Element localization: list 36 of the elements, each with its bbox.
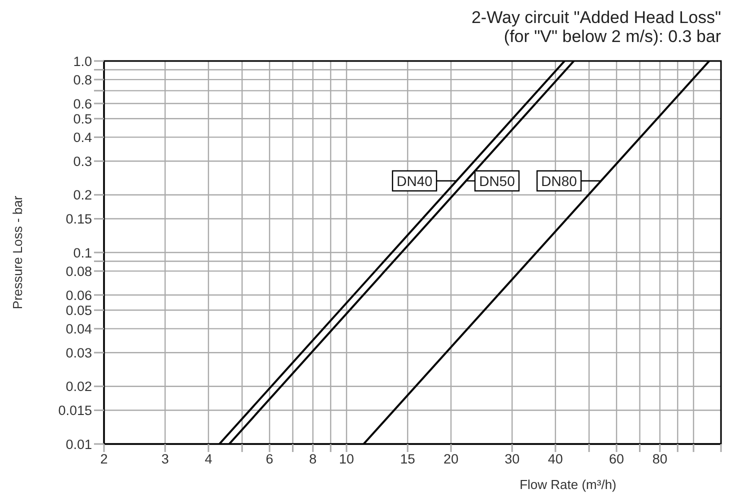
chart-title: 2-Way circuit "Added Head Loss" (471, 8, 721, 27)
x-tick-label: 60 (609, 452, 624, 467)
y-tick-label: 0.04 (66, 322, 92, 336)
x-tick-label: 15 (400, 452, 416, 467)
legend-label: DN40 (396, 172, 433, 189)
y-tick-label: 0.3 (73, 154, 92, 169)
y-tick-label: 0.06 (66, 288, 92, 303)
y-tick-label: 0.8 (73, 72, 92, 88)
x-tick-label: 6 (266, 452, 274, 467)
y-tick-label: 0.6 (73, 96, 92, 112)
y-tick-label: 1.0 (73, 54, 92, 69)
y-tick-label: 0.08 (66, 264, 92, 279)
y-tick-label: 0.2 (73, 188, 92, 203)
x-tick-label: 80 (652, 452, 668, 467)
x-tick-label: 8 (309, 452, 317, 467)
legend-label: DN80 (541, 172, 578, 189)
y-tick-label: 0.02 (66, 379, 92, 394)
chart-subtitle: (for "V" below 2 m/s): 0.3 bar (502, 27, 721, 46)
y-tick-label: 0.05 (66, 302, 92, 318)
x-tick-label: 4 (204, 452, 213, 467)
y-axis-title: Pressure Loss - bar (10, 195, 25, 310)
y-tick-label: 0.4 (73, 130, 92, 145)
x-tick-label: 30 (504, 452, 520, 467)
x-tick-label: 40 (548, 452, 563, 467)
y-tick-label: 0.1 (73, 245, 92, 260)
y-tick-label: 0.15 (66, 212, 92, 227)
x-tick-label: 3 (161, 452, 169, 467)
x-axis-title: Flow Rate (m³/h) (520, 477, 616, 492)
x-tick-label: 2 (100, 452, 108, 467)
y-tick-label: 0.01 (66, 436, 92, 452)
y-tick-label: 0.015 (58, 403, 92, 418)
legend-label: DN50 (479, 172, 516, 189)
y-tick-label: 0.5 (73, 111, 92, 126)
y-tick-label: 0.03 (66, 345, 92, 360)
x-tick-label: 10 (339, 452, 354, 467)
x-tick-label: 20 (443, 452, 459, 467)
